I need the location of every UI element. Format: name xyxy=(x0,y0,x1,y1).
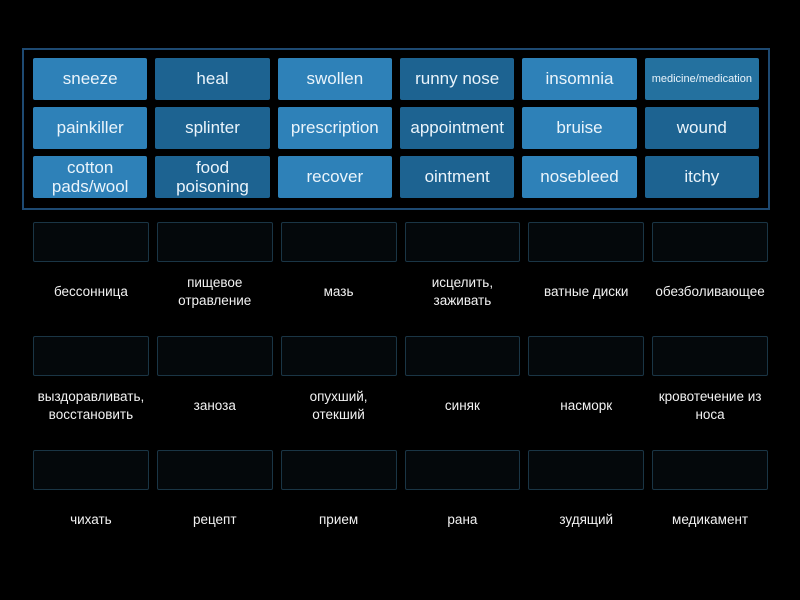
match-group-1: бессонница пищевое отравление мазь исцел… xyxy=(33,222,768,312)
word-tile[interactable]: medicine/medication xyxy=(644,58,759,100)
definition-label: прием xyxy=(319,512,359,528)
drop-slot-row xyxy=(33,450,768,490)
drop-slot[interactable] xyxy=(280,222,397,262)
drop-slot[interactable] xyxy=(404,336,521,376)
definition-label: бессонница xyxy=(53,284,128,300)
drop-slot[interactable] xyxy=(404,450,521,490)
definition-label: кровотечение из носа xyxy=(658,389,762,422)
drop-slot[interactable] xyxy=(33,336,149,376)
drop-slot[interactable] xyxy=(528,336,645,376)
drop-slot[interactable] xyxy=(652,450,768,490)
definition-label: выздоравливать, восстановить xyxy=(37,389,145,422)
word-tile[interactable]: food poisoning xyxy=(155,156,270,198)
word-bank-panel: sneeze heal swollen runny nose insomnia … xyxy=(22,48,770,210)
word-tile[interactable]: nosebleed xyxy=(522,156,637,198)
definition-label: пищевое отравление xyxy=(178,275,252,308)
definition-label: обезболивающее xyxy=(655,284,765,300)
definition-label: синяк xyxy=(444,398,480,414)
drop-slot[interactable] xyxy=(652,222,768,262)
word-tile[interactable]: prescription xyxy=(277,107,392,149)
word-tile[interactable]: heal xyxy=(155,58,270,100)
definition-label-row: выздоравливать, восстановить заноза опух… xyxy=(33,386,768,426)
definition-label-row: чихать рецепт прием рана зудящий медикам… xyxy=(33,500,768,540)
drop-slot-row xyxy=(33,222,768,262)
definition-label: рана xyxy=(447,512,478,528)
definition-label: ватные диски xyxy=(544,284,629,300)
drop-slot[interactable] xyxy=(404,222,521,262)
word-tile[interactable]: runny nose xyxy=(400,58,515,100)
drop-slot[interactable] xyxy=(280,336,397,376)
drop-slot[interactable] xyxy=(528,222,645,262)
word-tile[interactable]: ointment xyxy=(400,156,515,198)
word-tile[interactable]: itchy xyxy=(644,156,759,198)
definition-label: исцелить, заживать xyxy=(431,275,494,308)
word-tile[interactable]: sneeze xyxy=(33,58,148,100)
word-tile[interactable]: painkiller xyxy=(33,107,148,149)
word-tile[interactable]: wound xyxy=(644,107,759,149)
word-tile[interactable]: recover xyxy=(277,156,392,198)
drop-slot[interactable] xyxy=(156,222,273,262)
word-tile[interactable]: cotton pads/wool xyxy=(33,156,148,198)
definition-label-row: бессонница пищевое отравление мазь исцел… xyxy=(33,272,768,312)
word-tile[interactable]: bruise xyxy=(522,107,637,149)
match-group-2: выздоравливать, восстановить заноза опух… xyxy=(33,336,768,426)
definition-label: опухший, отекший xyxy=(309,389,368,422)
word-tile[interactable]: insomnia xyxy=(522,58,637,100)
drop-slot[interactable] xyxy=(280,450,397,490)
word-tile[interactable]: splinter xyxy=(155,107,270,149)
drop-slot[interactable] xyxy=(652,336,768,376)
definition-label: заноза xyxy=(193,398,236,414)
match-group-3: чихать рецепт прием рана зудящий медикам… xyxy=(33,450,768,540)
definition-label: насморк xyxy=(560,398,613,414)
definition-label: медикамент xyxy=(672,512,749,528)
definition-label: рецепт xyxy=(192,512,237,528)
drop-slot-row xyxy=(33,336,768,376)
word-tile[interactable]: appointment xyxy=(400,107,515,149)
definition-label: зудящий xyxy=(559,512,614,528)
drop-slot[interactable] xyxy=(33,222,149,262)
definition-label: чихать xyxy=(70,512,112,528)
drop-slot[interactable] xyxy=(528,450,645,490)
drop-slot[interactable] xyxy=(156,450,273,490)
drop-slot[interactable] xyxy=(33,450,149,490)
drop-slot[interactable] xyxy=(156,336,273,376)
definition-label: мазь xyxy=(323,284,354,300)
word-tile[interactable]: swollen xyxy=(277,58,392,100)
